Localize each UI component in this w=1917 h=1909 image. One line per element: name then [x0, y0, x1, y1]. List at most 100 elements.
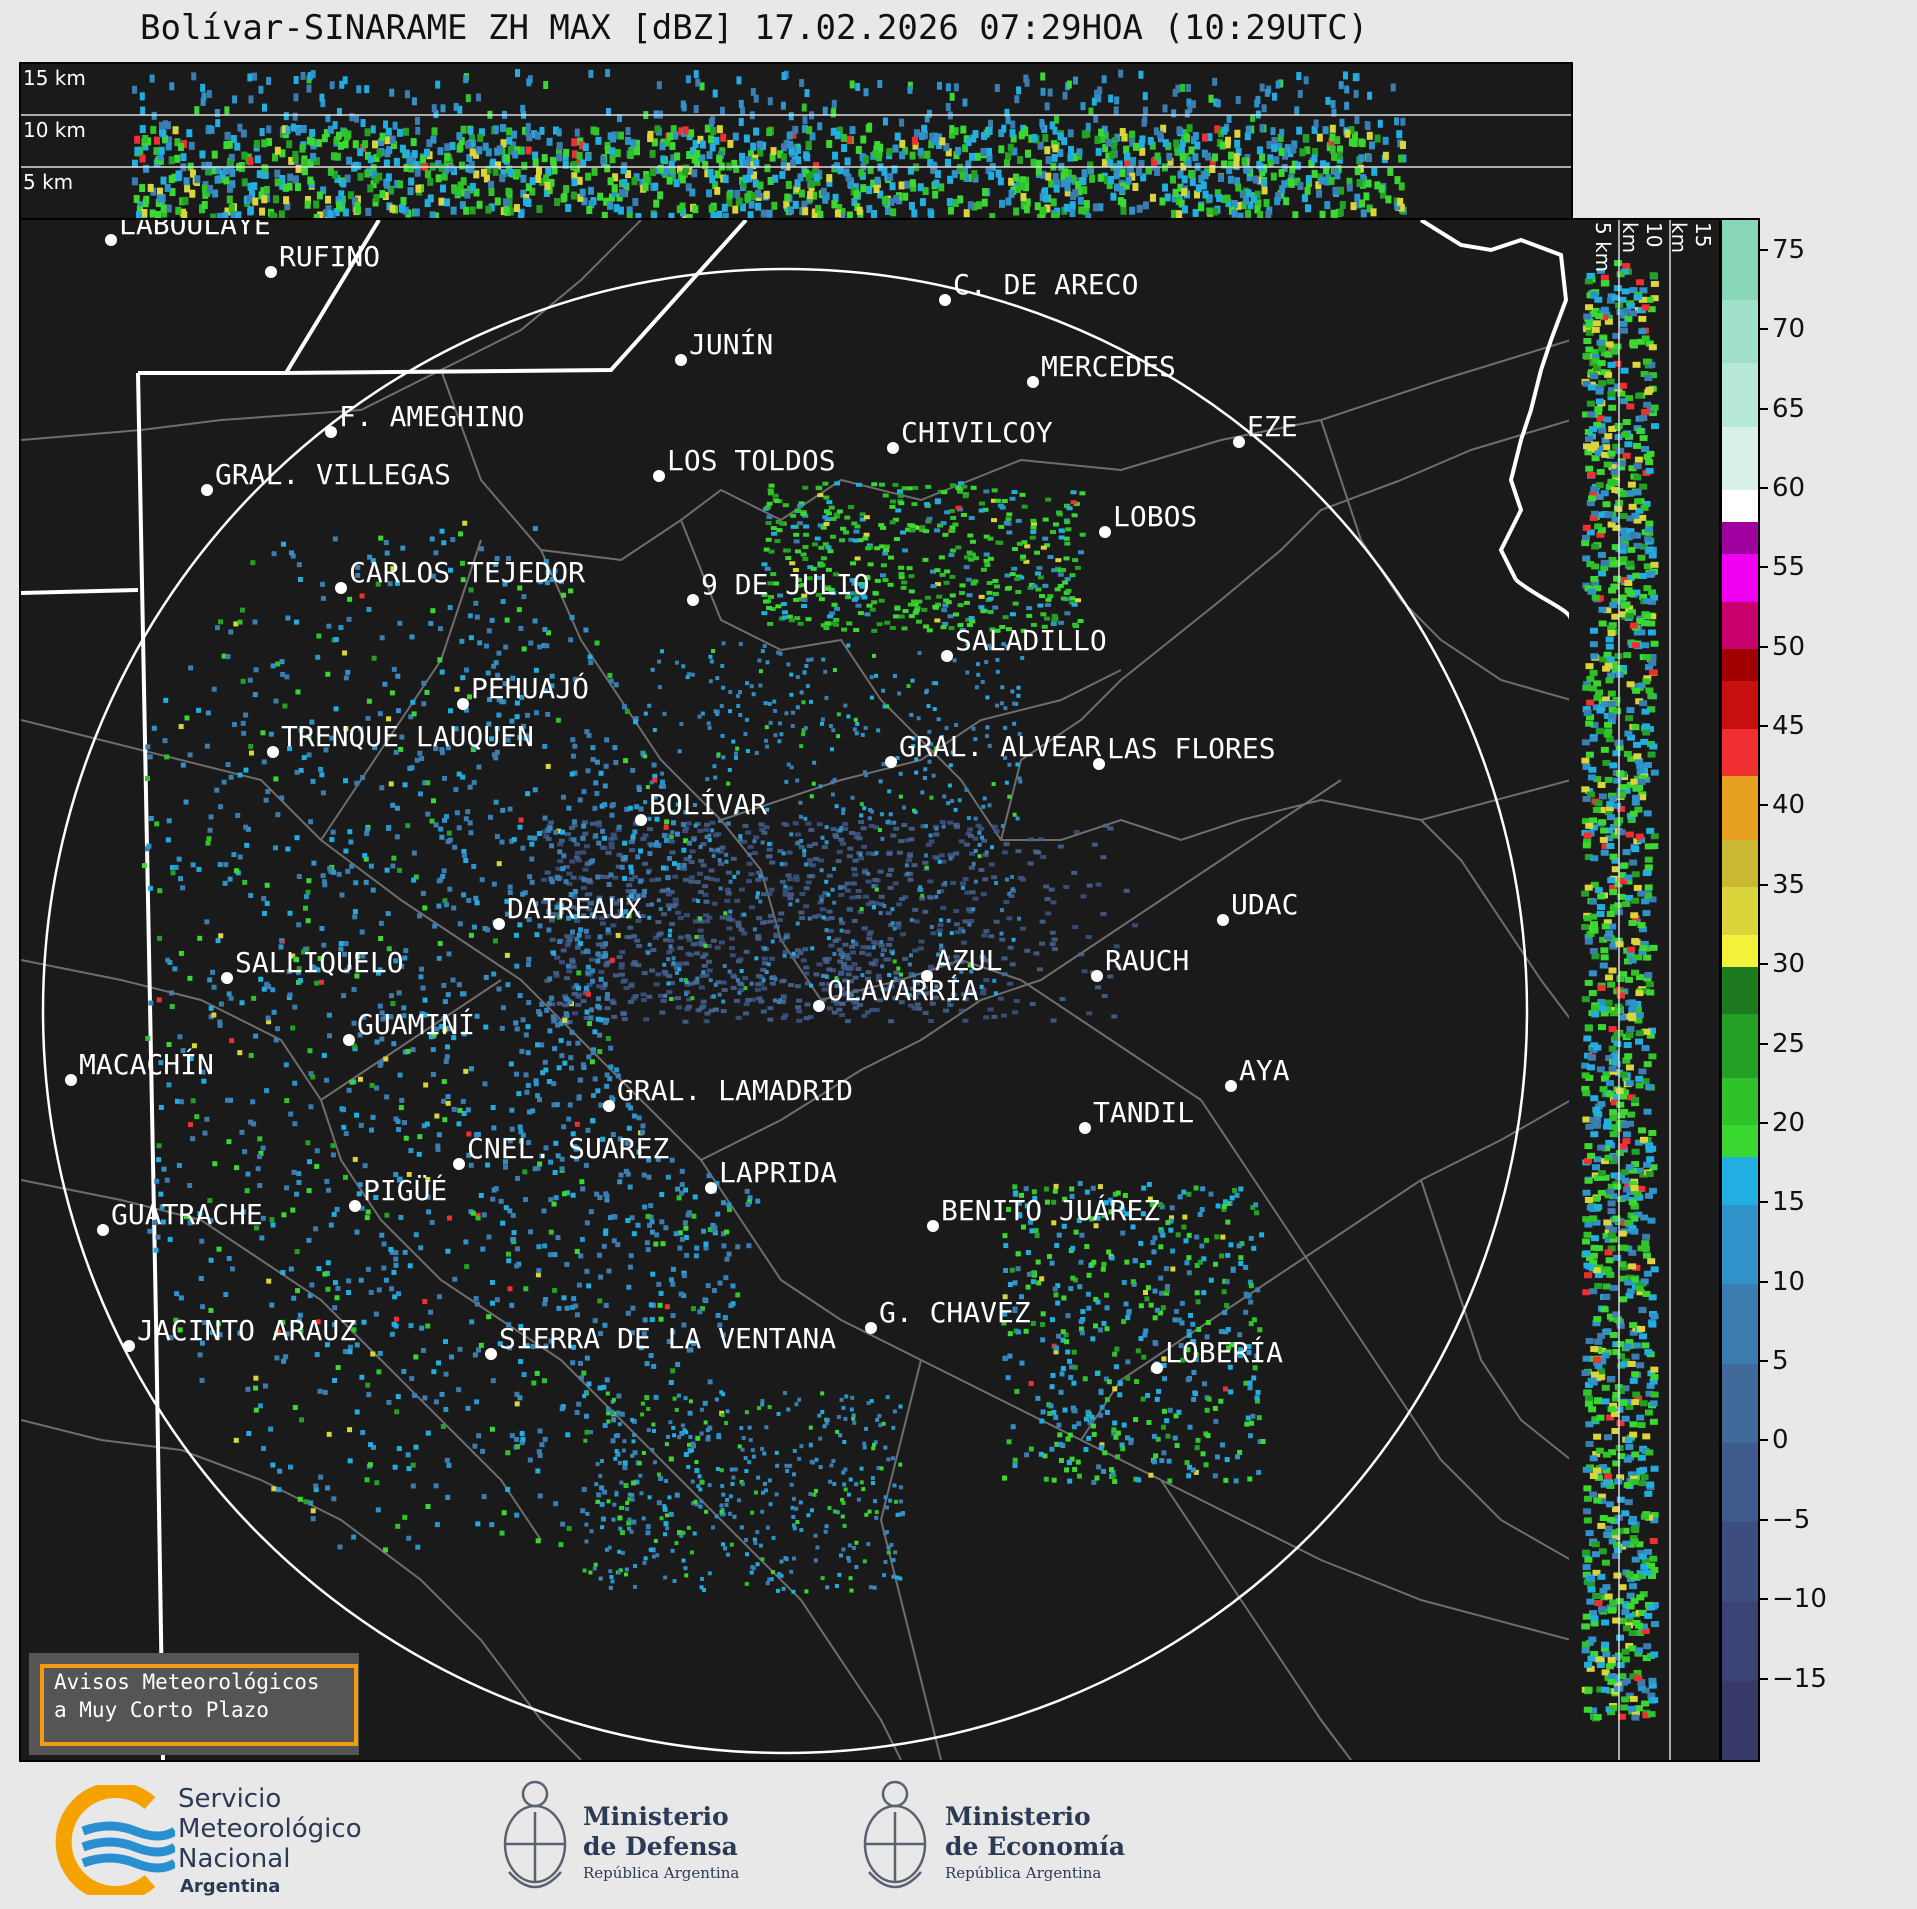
- echo-pixel: [474, 1399, 480, 1405]
- echo-pixel: [1031, 133, 1038, 142]
- echo-pixel: [714, 186, 721, 195]
- echo-pixel: [898, 575, 905, 580]
- echo-pixel: [922, 1011, 929, 1016]
- echo-pixel: [396, 1177, 402, 1183]
- echo-pixel: [662, 972, 669, 977]
- echo-pixel: [676, 963, 683, 968]
- echo-pixel: [1050, 900, 1057, 905]
- echo-pixel: [963, 173, 970, 182]
- echo-pixel: [1088, 107, 1094, 116]
- echo-pixel: [210, 969, 216, 975]
- echo-pixel: [953, 824, 960, 829]
- echo-pixel: [483, 174, 490, 183]
- echo-pixel: [790, 524, 797, 529]
- echo-pixel: [437, 940, 443, 946]
- echo-pixel: [1030, 529, 1037, 534]
- echo-pixel: [806, 844, 813, 849]
- echo-pixel: [925, 484, 932, 489]
- echo-pixel: [736, 703, 741, 708]
- echo-pixel: [500, 124, 507, 133]
- echo-pixel: [813, 972, 820, 977]
- echo-pixel: [1077, 196, 1084, 205]
- echo-pixel: [360, 775, 366, 781]
- echo-pixel: [577, 797, 583, 803]
- echo-pixel: [786, 131, 793, 140]
- echo-pixel: [370, 558, 376, 564]
- echo-pixel: [1344, 85, 1350, 94]
- echo-pixel: [963, 565, 970, 570]
- echo-pixel: [602, 1489, 608, 1495]
- echo-pixel: [1044, 616, 1051, 621]
- echo-pixel: [537, 1428, 543, 1434]
- echo-pixel: [393, 958, 399, 964]
- echo-pixel: [196, 707, 202, 713]
- echo-pixel: [342, 1348, 348, 1354]
- echo-pixel: [523, 197, 530, 206]
- echo-pixel: [878, 902, 885, 907]
- echo-pixel: [1252, 175, 1259, 184]
- echo-pixel: [526, 133, 533, 142]
- echo-pixel: [730, 856, 737, 861]
- echo-pixel: [572, 770, 578, 776]
- echo-pixel: [302, 905, 308, 911]
- echo-pixel: [1055, 558, 1062, 563]
- echo-pixel: [734, 189, 741, 198]
- echo-pixel: [190, 862, 196, 868]
- map-title: Bolívar-SINARAME ZH MAX [dBZ] 17.02.2026…: [140, 8, 1369, 48]
- echo-pixel: [650, 948, 657, 953]
- radar-map[interactable]: LABOULAYE RUFINO C. DE ARECO JUNÍN MERCEDES F…: [19, 218, 1573, 1762]
- echo-pixel: [1094, 136, 1101, 145]
- echo-pixel: [962, 144, 969, 153]
- echo-pixel: [502, 581, 508, 587]
- echo-pixel: [917, 147, 924, 156]
- echo-pixel: [1138, 70, 1144, 79]
- echo-pixel: [966, 623, 973, 628]
- echo-pixel: [893, 826, 900, 831]
- echo-pixel: [953, 822, 960, 827]
- echo-pixel: [683, 1225, 689, 1231]
- echo-pixel: [1107, 974, 1114, 979]
- echo-pixel: [627, 1264, 633, 1270]
- top-altitude-5km: 5 km: [23, 170, 74, 194]
- echo-pixel: [308, 1104, 314, 1110]
- echo-pixel: [1176, 126, 1183, 135]
- echo-pixel: [675, 910, 682, 915]
- echo-pixel: [400, 545, 406, 551]
- echo-pixel: [1171, 194, 1178, 203]
- echo-pixel: [368, 863, 374, 869]
- province-borders: [21, 220, 1571, 1760]
- echo-pixel: [968, 616, 975, 621]
- echo-pixel: [384, 1094, 390, 1100]
- echo-pixel: [1266, 140, 1273, 149]
- echo-pixel: [758, 975, 765, 980]
- echo-pixel: [211, 166, 218, 175]
- echo-pixel: [471, 779, 477, 785]
- echo-pixel: [962, 494, 969, 499]
- echo-pixel: [980, 835, 985, 840]
- echo-pixel: [319, 979, 325, 985]
- echo-pixel: [1175, 84, 1181, 93]
- echo-pixel: [907, 871, 914, 876]
- echo-pixel: [984, 850, 989, 855]
- echo-pixel: [247, 206, 254, 215]
- echo-pixel: [1212, 77, 1218, 86]
- echo-pixel: [834, 606, 841, 611]
- echo-pixel: [854, 524, 861, 529]
- echo-pixel: [866, 185, 873, 194]
- echo-pixel: [658, 1290, 664, 1296]
- echo-pixel: [344, 174, 351, 183]
- echo-pixel: [706, 1173, 712, 1179]
- echo-pixel: [529, 879, 535, 885]
- echo-pixel: [572, 676, 578, 682]
- echo-pixel: [551, 1102, 557, 1108]
- echo-pixel: [804, 89, 810, 98]
- echo-pixel: [1206, 194, 1213, 203]
- echo-pixel: [929, 1001, 936, 1006]
- echo-pixel: [1289, 165, 1296, 174]
- echo-pixel: [902, 986, 909, 991]
- echo-pixel: [1385, 195, 1392, 204]
- echo-pixel: [327, 866, 333, 872]
- echo-pixel: [779, 862, 784, 867]
- echo-pixel: [1068, 145, 1075, 154]
- echo-pixel: [777, 150, 784, 159]
